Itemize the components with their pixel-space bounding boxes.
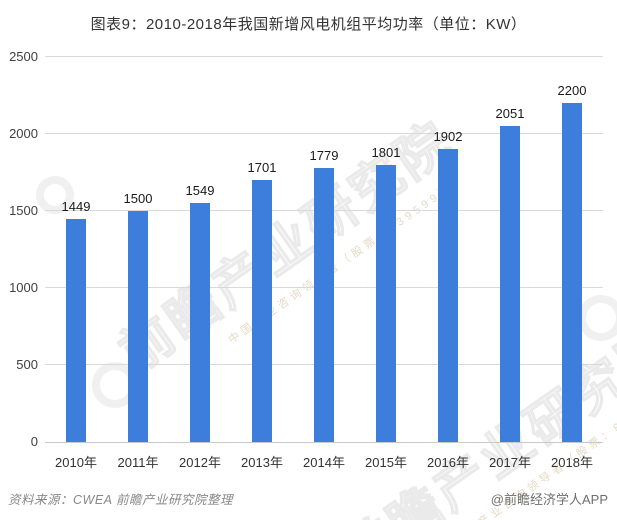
bar-slot: 1500 [107, 57, 169, 442]
bar-series: 1449 1500 1549 1701 1779 1801 1902 2051 2200 [45, 57, 603, 442]
bar-value-label: 1701 [247, 160, 277, 176]
credit-note: @前瞻经济学人APP [490, 492, 608, 507]
gridline [45, 56, 603, 57]
x-axis-labels: 2010年 2011年 2012年 2013年 2014年 2015年 2016年 2017年… [45, 452, 603, 471]
bar-value-label: 1500 [123, 191, 153, 206]
bar-value-label: 1449 [61, 198, 91, 214]
bar-value-label: 1801 [371, 144, 401, 160]
bar[interactable] [66, 218, 86, 442]
y-tick-label: 500 [16, 357, 38, 372]
bar-slot: 1449 [45, 57, 107, 442]
plot-area: 1449 1500 1549 1701 1779 1801 1902 2051 2200 [45, 56, 603, 443]
y-tick-label: 2000 [9, 126, 38, 141]
bar-value-label: 1779 [309, 148, 339, 164]
bar-slot: 2200 [541, 57, 603, 442]
x-tick-label: 2018年 [551, 455, 593, 470]
chart-title: 图表9：2010-2018年我国新增风电机组平均功率（单位：KW） [90, 16, 527, 33]
bar[interactable] [438, 149, 458, 442]
bar-slot: 1549 [169, 57, 231, 442]
y-tick-label: 1500 [9, 203, 38, 218]
bar[interactable] [190, 203, 210, 442]
bar[interactable] [128, 211, 148, 442]
bar-slot: 2051 [479, 57, 541, 442]
bar[interactable] [314, 168, 334, 442]
bar-slot: 1902 [417, 57, 479, 442]
x-tick-label: 2012年 [179, 455, 221, 470]
bar-slot: 1779 [293, 57, 355, 442]
bar-slot: 1701 [231, 57, 293, 442]
bar-value-label: 1902 [433, 129, 463, 145]
y-tick-label: 2500 [9, 49, 38, 64]
y-axis-labels: 0 500 1000 1500 2000 2500 [0, 49, 38, 449]
bar[interactable] [252, 180, 272, 442]
bar-value-label: 2200 [557, 83, 587, 99]
bar[interactable] [500, 126, 520, 442]
x-axis-line [45, 442, 603, 443]
x-tick-label: 2017年 [489, 455, 531, 470]
source-note: 资料来源：CWEA 前瞻产业研究院整理 [8, 493, 234, 507]
bar-value-label: 1549 [185, 183, 215, 199]
x-tick-label: 2013年 [241, 455, 283, 470]
bar-slot: 1801 [355, 57, 417, 442]
y-tick-label: 1000 [9, 280, 38, 295]
x-tick-label: 2010年 [55, 455, 97, 470]
x-tick-label: 2011年 [117, 455, 159, 470]
x-tick-label: 2016年 [427, 455, 469, 470]
y-tick-label: 0 [30, 434, 38, 449]
bar-value-label: 2051 [495, 106, 525, 122]
bar[interactable] [562, 103, 582, 442]
x-tick-label: 2014年 [303, 455, 345, 470]
x-tick-label: 2015年 [365, 455, 407, 470]
bar[interactable] [376, 164, 396, 442]
gridline [45, 133, 603, 134]
